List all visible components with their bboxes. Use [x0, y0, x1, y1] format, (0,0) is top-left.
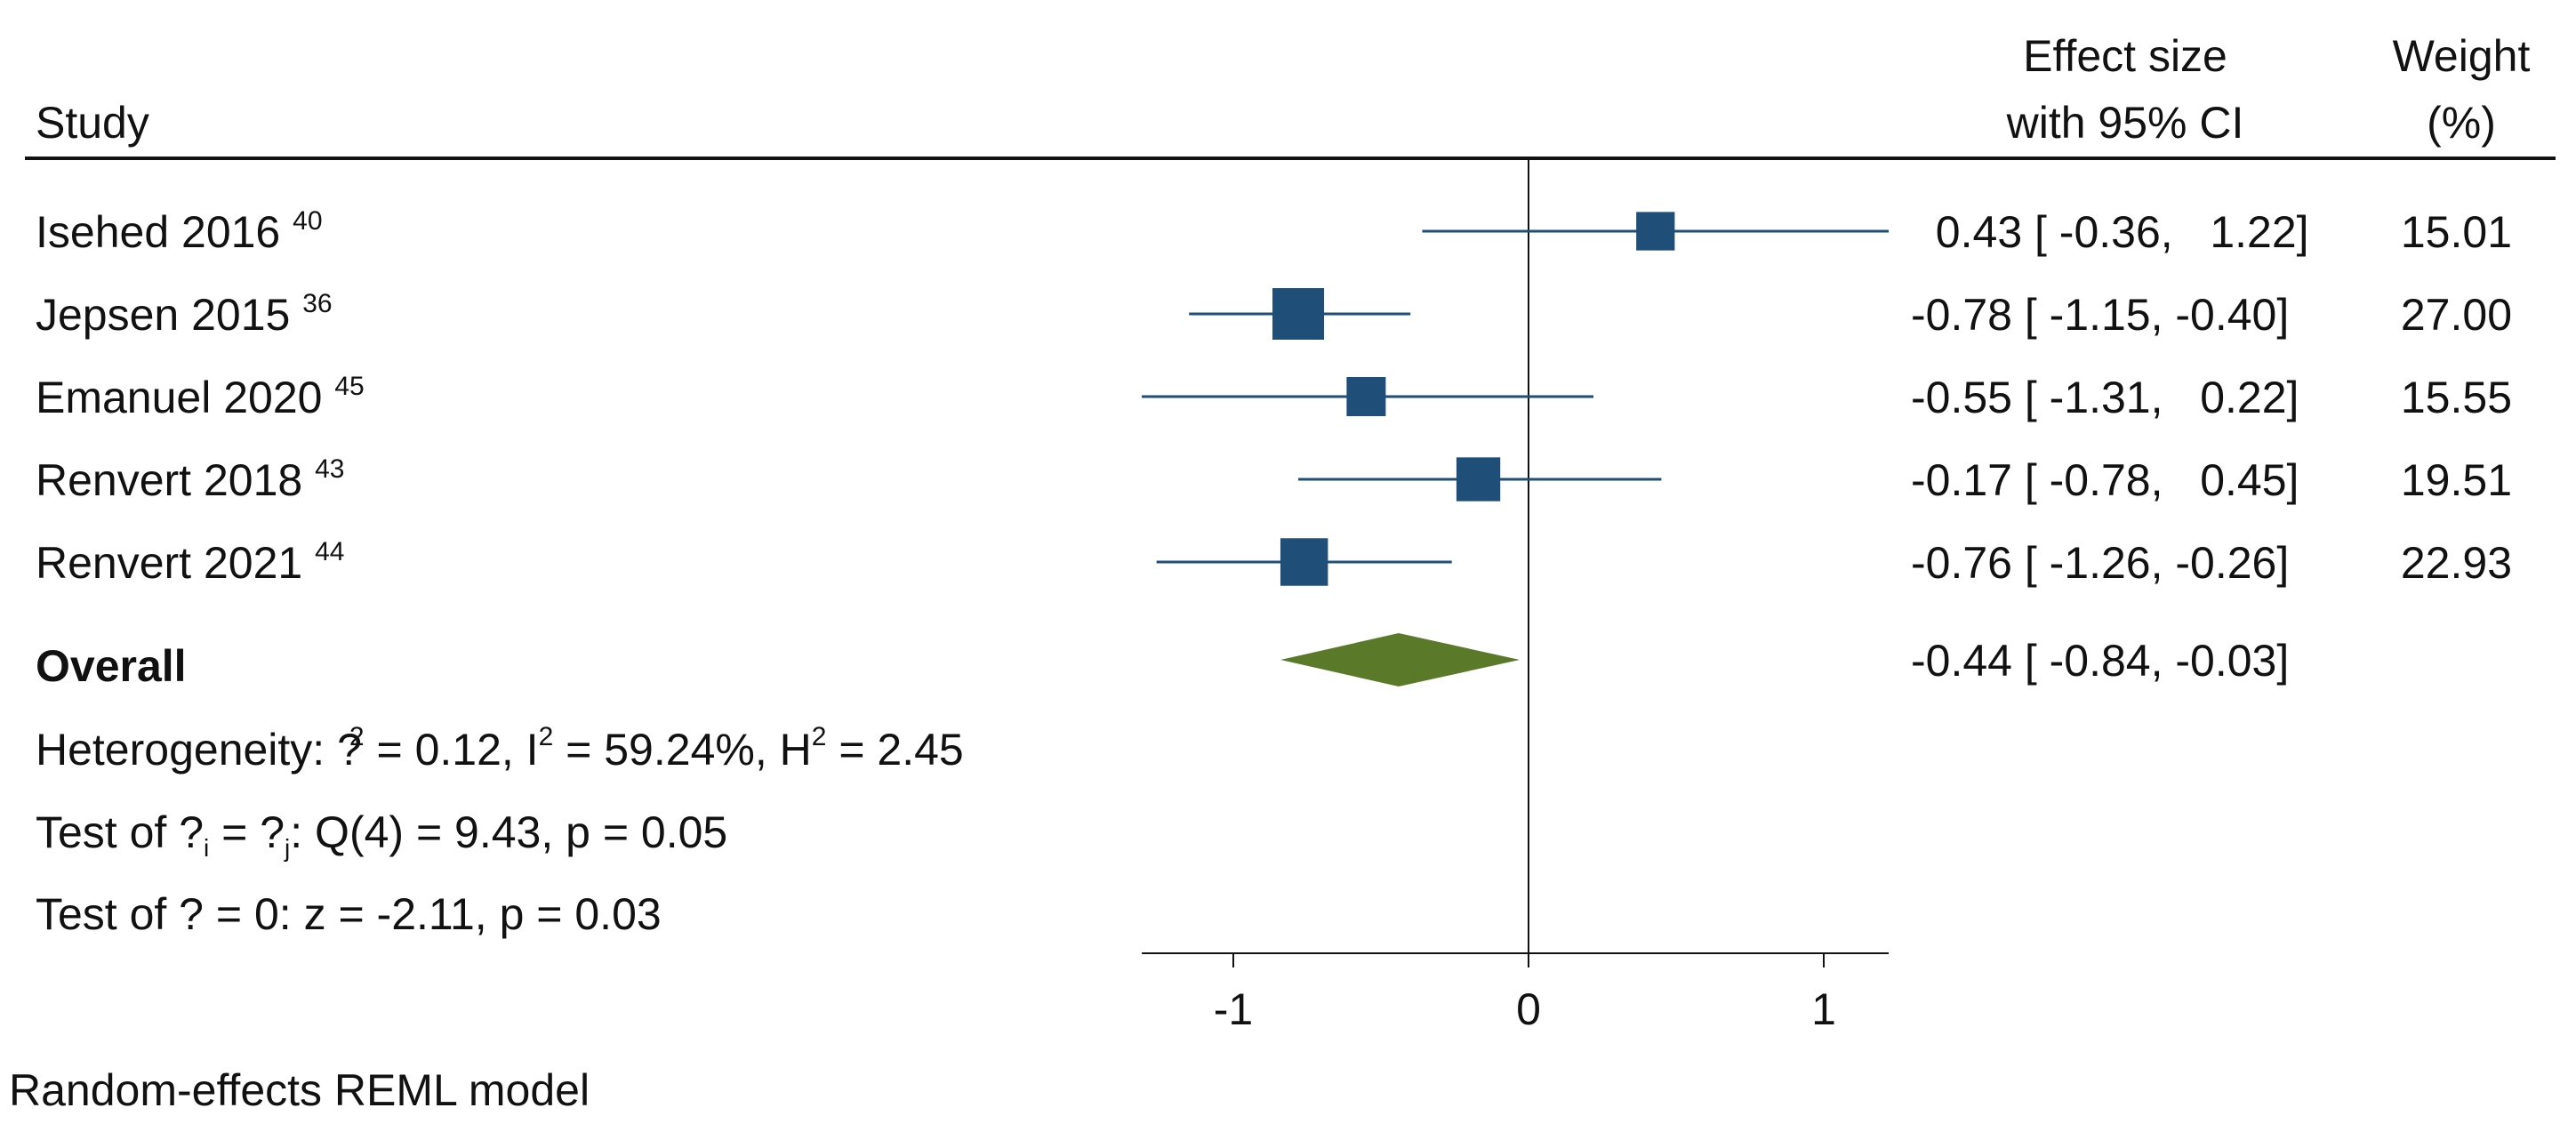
study-name: Isehed 2016 — [36, 207, 293, 257]
x-tick-label: 1 — [1811, 984, 1836, 1034]
effect-square — [1636, 212, 1675, 251]
x-tick-label: -1 — [1214, 984, 1253, 1034]
model-note: Random-effects REML model — [9, 1065, 590, 1115]
effect-ci-text: -0.78 [ -1.15, -0.40] — [1911, 290, 2289, 340]
study-label: Jepsen 2015 36 — [36, 289, 333, 340]
weight-text: 22.93 — [2401, 538, 2512, 588]
effect-ci-text: 0.43 [ -0.36, 1.22] — [1911, 207, 2309, 257]
effect-square — [1272, 288, 1325, 340]
heterogeneity-text: Heterogeneity: ?2 = 0.12, I2 = 59.24%, H… — [36, 722, 964, 775]
overall-diamond — [1280, 633, 1521, 686]
study-ref: 44 — [315, 537, 344, 566]
overall-effect-text: -0.44 [ -0.84, -0.03] — [1911, 636, 2289, 686]
header-weight-line1: Weight — [2393, 31, 2531, 81]
study-name: Jepsen 2015 — [36, 290, 302, 340]
effect-ci-text: -0.76 [ -1.26, -0.26] — [1911, 538, 2289, 588]
study-row: Jepsen 2015 36 -0.78 [ -1.15, -0.40] 27.00 — [36, 288, 2512, 340]
study-name: Renvert 2018 — [36, 455, 315, 505]
weight-text: 27.00 — [2401, 290, 2512, 340]
study-ref: 36 — [302, 289, 332, 318]
study-label: Renvert 2018 43 — [36, 454, 344, 505]
study-name: Renvert 2021 — [36, 538, 315, 588]
study-row: Renvert 2018 43 -0.17 [ -0.78, 0.45] 19.51 — [36, 454, 2512, 505]
effect-ci-text: -0.55 [ -1.31, 0.22] — [1911, 373, 2299, 422]
header-effect-line1: Effect size — [2023, 31, 2227, 81]
effect-square — [1280, 538, 1328, 586]
weight-text: 15.55 — [2401, 373, 2512, 422]
study-ref: 43 — [315, 454, 344, 484]
study-ref: 40 — [293, 206, 322, 236]
header-weight-line2: (%) — [2427, 98, 2496, 148]
test-zero-text: Test of ? = 0: z = -2.11, p = 0.03 — [36, 889, 662, 939]
overall-label: Overall — [36, 641, 187, 691]
header-study: Study — [36, 98, 149, 148]
test-theta-text: Test of ?i = ?j: Q(4) = 9.43, p = 0.05 — [36, 807, 727, 862]
study-label: Emanuel 2020 45 — [36, 372, 365, 422]
x-ticks: -1 0 1 — [1214, 953, 1836, 1034]
study-row: Isehed 2016 40 0.43 [ -0.36, 1.22] 15.01 — [36, 206, 2512, 257]
effect-square — [1346, 376, 1386, 417]
study-label: Renvert 2021 44 — [36, 537, 344, 588]
x-tick-label: 0 — [1516, 984, 1541, 1034]
study-ref: 45 — [334, 372, 364, 401]
study-name: Emanuel 2020 — [36, 373, 334, 422]
effect-ci-text: -0.17 [ -0.78, 0.45] — [1911, 455, 2299, 505]
header-effect-line2: with 95% CI — [2006, 98, 2244, 148]
effect-square — [1456, 457, 1501, 502]
study-row: Emanuel 2020 45 -0.55 [ -1.31, 0.22] 15.55 — [36, 372, 2512, 422]
study-row: Renvert 2021 44 -0.76 [ -1.26, -0.26] 22.9… — [36, 537, 2512, 588]
study-rows: Isehed 2016 40 0.43 [ -0.36, 1.22] 15.01 J… — [36, 206, 2512, 588]
overall-effect-ci: -0.44 [ -0.84, -0.03] — [1911, 636, 2289, 686]
weight-text: 19.51 — [2401, 455, 2512, 505]
weight-text: 15.01 — [2401, 207, 2512, 257]
study-label: Isehed 2016 40 — [36, 206, 323, 257]
